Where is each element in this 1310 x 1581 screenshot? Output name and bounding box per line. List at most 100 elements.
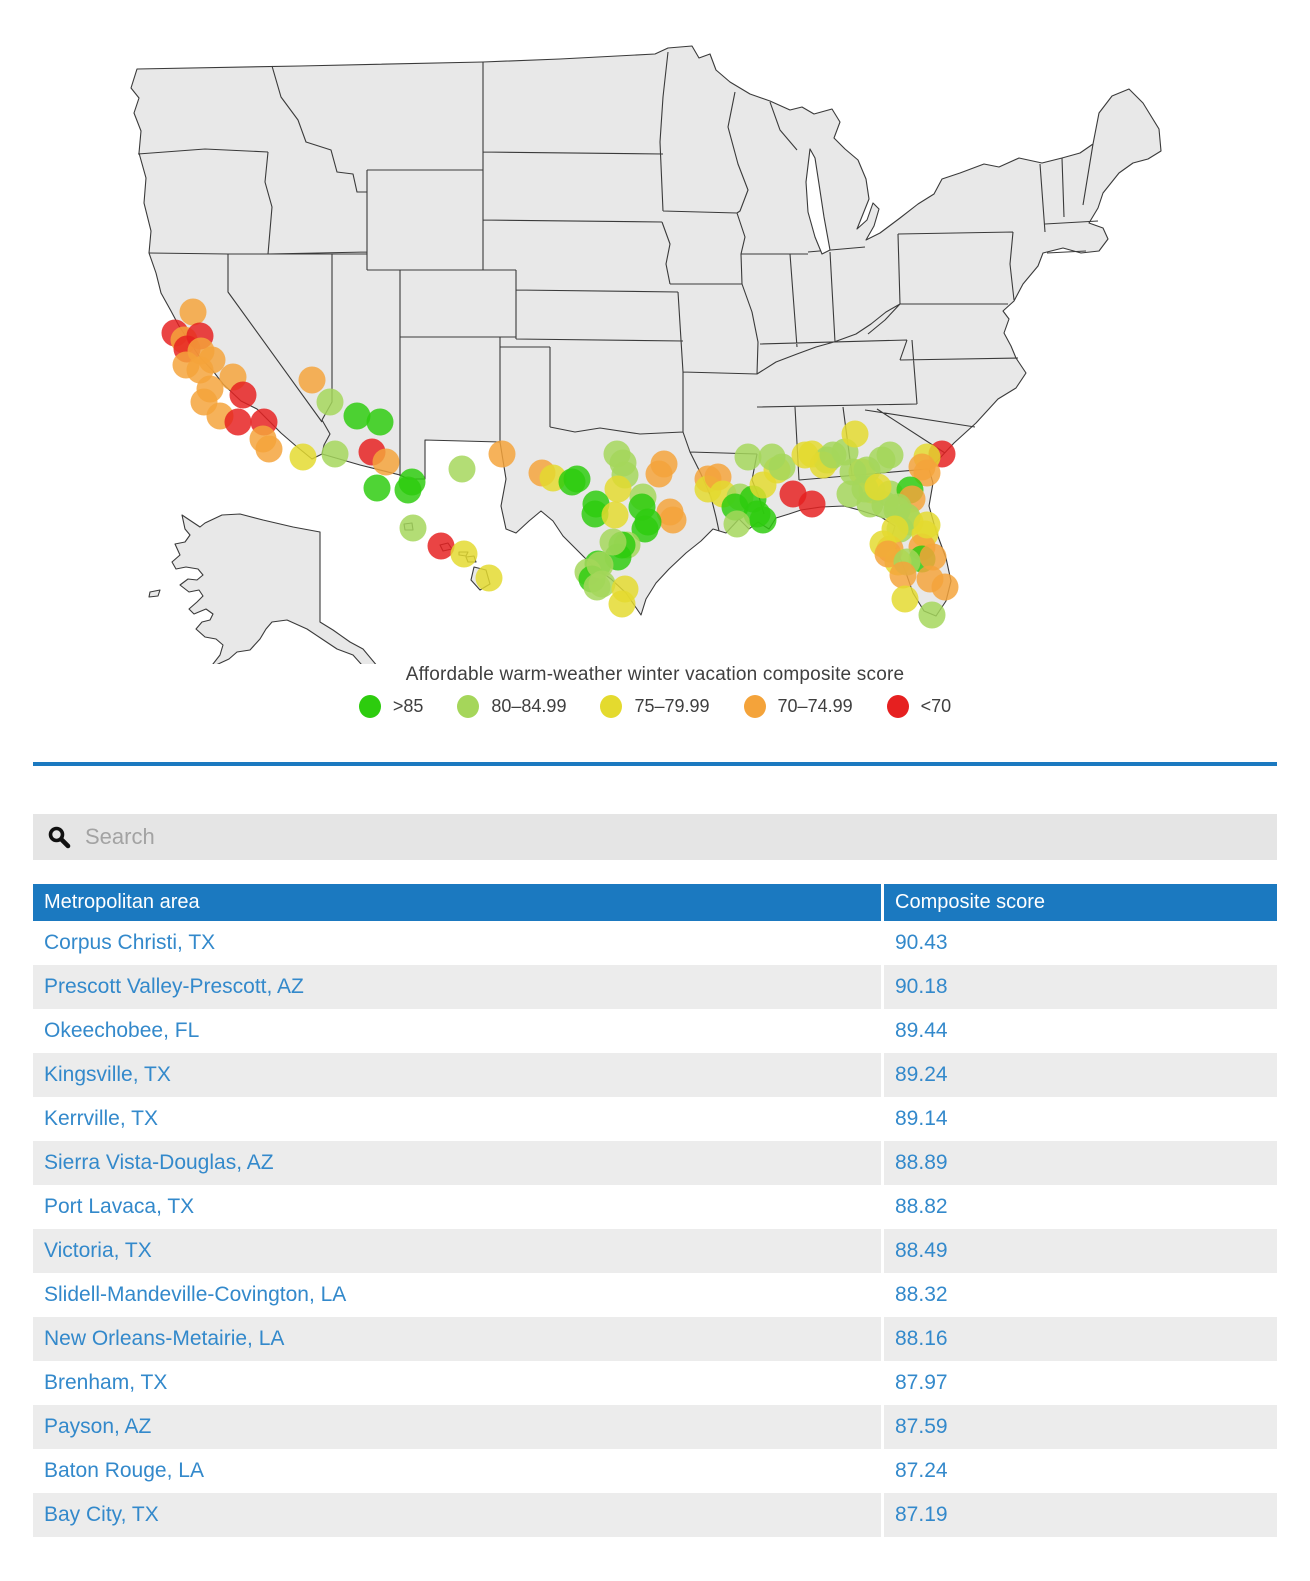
table-row: Kerrville, TX 89.14 — [33, 1097, 1277, 1141]
map-dot[interactable] — [298, 366, 326, 394]
map-states — [130, 45, 1162, 664]
metro-area-cell[interactable]: Bay City, TX — [33, 1493, 883, 1537]
map-dot[interactable] — [599, 528, 627, 556]
metro-area-cell[interactable]: Payson, AZ — [33, 1405, 883, 1449]
map-dot[interactable] — [399, 514, 427, 542]
map-dot[interactable] — [634, 508, 662, 536]
map-dot[interactable] — [889, 561, 917, 589]
map-dot[interactable] — [427, 532, 455, 560]
table-row: Baton Rouge, LA 87.24 — [33, 1449, 1277, 1493]
legend-item-4: <70 — [886, 695, 952, 718]
map-dot[interactable] — [601, 501, 629, 529]
composite-score-cell: 88.89 — [881, 1141, 1277, 1185]
map-dot[interactable] — [316, 388, 344, 416]
map-dots[interactable] — [161, 298, 959, 629]
metro-area-cell[interactable]: Corpus Christi, TX — [33, 921, 883, 965]
table-row: Prescott Valley-Prescott, AZ 90.18 — [33, 965, 1277, 1009]
metro-area-cell[interactable]: Okeechobee, FL — [33, 1009, 883, 1053]
table-row: Port Lavaca, TX 88.82 — [33, 1185, 1277, 1229]
composite-score-cell: 89.24 — [881, 1053, 1277, 1097]
table-row: Corpus Christi, TX 90.43 — [33, 921, 1277, 965]
map-dot[interactable] — [255, 435, 283, 463]
col-header-composite-score[interactable]: Composite score — [881, 884, 1277, 921]
legend-label: 75–79.99 — [634, 696, 710, 716]
map-dot[interactable] — [343, 402, 371, 430]
composite-score-cell: 89.44 — [881, 1009, 1277, 1053]
col-header-metro-area[interactable]: Metropolitan area — [33, 884, 883, 921]
metro-area-cell[interactable]: Prescott Valley-Prescott, AZ — [33, 965, 883, 1009]
legend-label: 70–74.99 — [777, 696, 853, 716]
map-dot[interactable] — [723, 510, 751, 538]
map-dot[interactable] — [488, 440, 516, 468]
metro-area-cell[interactable]: New Orleans-Metairie, LA — [33, 1317, 883, 1361]
legend-item-3: 70–74.99 — [743, 695, 853, 718]
map-dot[interactable] — [749, 506, 777, 534]
composite-score-cell: 88.49 — [881, 1229, 1277, 1273]
map-dot[interactable] — [366, 408, 394, 436]
lake-michigan — [805, 148, 831, 255]
legend-item-1: 80–84.99 — [457, 695, 566, 718]
composite-score-cell: 88.82 — [881, 1185, 1277, 1229]
legend-dot-icon — [886, 695, 909, 718]
map-dot[interactable] — [475, 564, 503, 592]
map-dot[interactable] — [891, 585, 919, 613]
metro-area-cell[interactable]: Port Lavaca, TX — [33, 1185, 883, 1229]
map-dot[interactable] — [581, 500, 609, 528]
map-dot[interactable] — [913, 511, 941, 539]
composite-score-cell: 88.16 — [881, 1317, 1277, 1361]
map-dot[interactable] — [398, 468, 426, 496]
map-dot[interactable] — [450, 540, 478, 568]
map-dot[interactable] — [289, 443, 317, 471]
map-dot[interactable] — [372, 448, 400, 476]
table-header-row: Metropolitan area Composite score — [33, 884, 1277, 921]
map-dot[interactable] — [931, 573, 959, 601]
table-row: Okeechobee, FL 89.44 — [33, 1009, 1277, 1053]
map-dot[interactable] — [179, 298, 207, 326]
table-row: Bay City, TX 87.19 — [33, 1493, 1277, 1537]
legend-label: <70 — [920, 696, 952, 716]
map-dot[interactable] — [819, 441, 847, 469]
divider-rule — [33, 762, 1277, 766]
alaska-islands — [148, 589, 161, 598]
map-dot[interactable] — [864, 473, 892, 501]
map-dot[interactable] — [918, 601, 946, 629]
table-row: Slidell-Mandeville-Covington, LA 88.32 — [33, 1273, 1277, 1317]
metro-area-cell[interactable]: Kerrville, TX — [33, 1097, 883, 1141]
map-dot[interactable] — [768, 453, 796, 481]
search-bar[interactable] — [33, 814, 1277, 860]
map-dot[interactable] — [734, 443, 762, 471]
map-dot[interactable] — [841, 420, 869, 448]
map-dot[interactable] — [659, 506, 687, 534]
metro-area-cell[interactable]: Brenham, TX — [33, 1361, 883, 1405]
legend-item-2: 75–79.99 — [600, 695, 710, 718]
metro-area-cell[interactable]: Baton Rouge, LA — [33, 1449, 883, 1493]
map-dot[interactable] — [224, 408, 252, 436]
map-dot[interactable] — [913, 459, 941, 487]
map-dot[interactable] — [604, 475, 632, 503]
map-dot[interactable] — [583, 573, 611, 601]
map-dot[interactable] — [321, 440, 349, 468]
legend-item-0: >85 — [358, 695, 423, 718]
map-dot[interactable] — [645, 460, 673, 488]
map-dot[interactable] — [558, 468, 586, 496]
map-dot[interactable] — [586, 551, 614, 579]
table-row: Sierra Vista-Douglas, AZ 88.89 — [33, 1141, 1277, 1185]
table-row: Payson, AZ 87.59 — [33, 1405, 1277, 1449]
map-dot[interactable] — [363, 474, 391, 502]
map-dot[interactable] — [919, 543, 947, 571]
metro-area-cell[interactable]: Slidell-Mandeville-Covington, LA — [33, 1273, 883, 1317]
state-alaska — [171, 513, 377, 664]
search-input[interactable] — [83, 823, 1263, 851]
scores-table: Metropolitan area Composite score Corpus… — [33, 884, 1277, 1537]
legend-dot-icon — [600, 695, 623, 718]
metro-area-cell[interactable]: Kingsville, TX — [33, 1053, 883, 1097]
map-dot[interactable] — [229, 381, 257, 409]
metro-area-cell[interactable]: Victoria, TX — [33, 1229, 883, 1273]
search-icon — [48, 826, 71, 849]
map-dot[interactable] — [876, 441, 904, 469]
map-dot[interactable] — [798, 490, 826, 518]
map-dot[interactable] — [448, 455, 476, 483]
us-map — [130, 45, 1162, 664]
metro-area-cell[interactable]: Sierra Vista-Douglas, AZ — [33, 1141, 883, 1185]
map-dot[interactable] — [608, 590, 636, 618]
